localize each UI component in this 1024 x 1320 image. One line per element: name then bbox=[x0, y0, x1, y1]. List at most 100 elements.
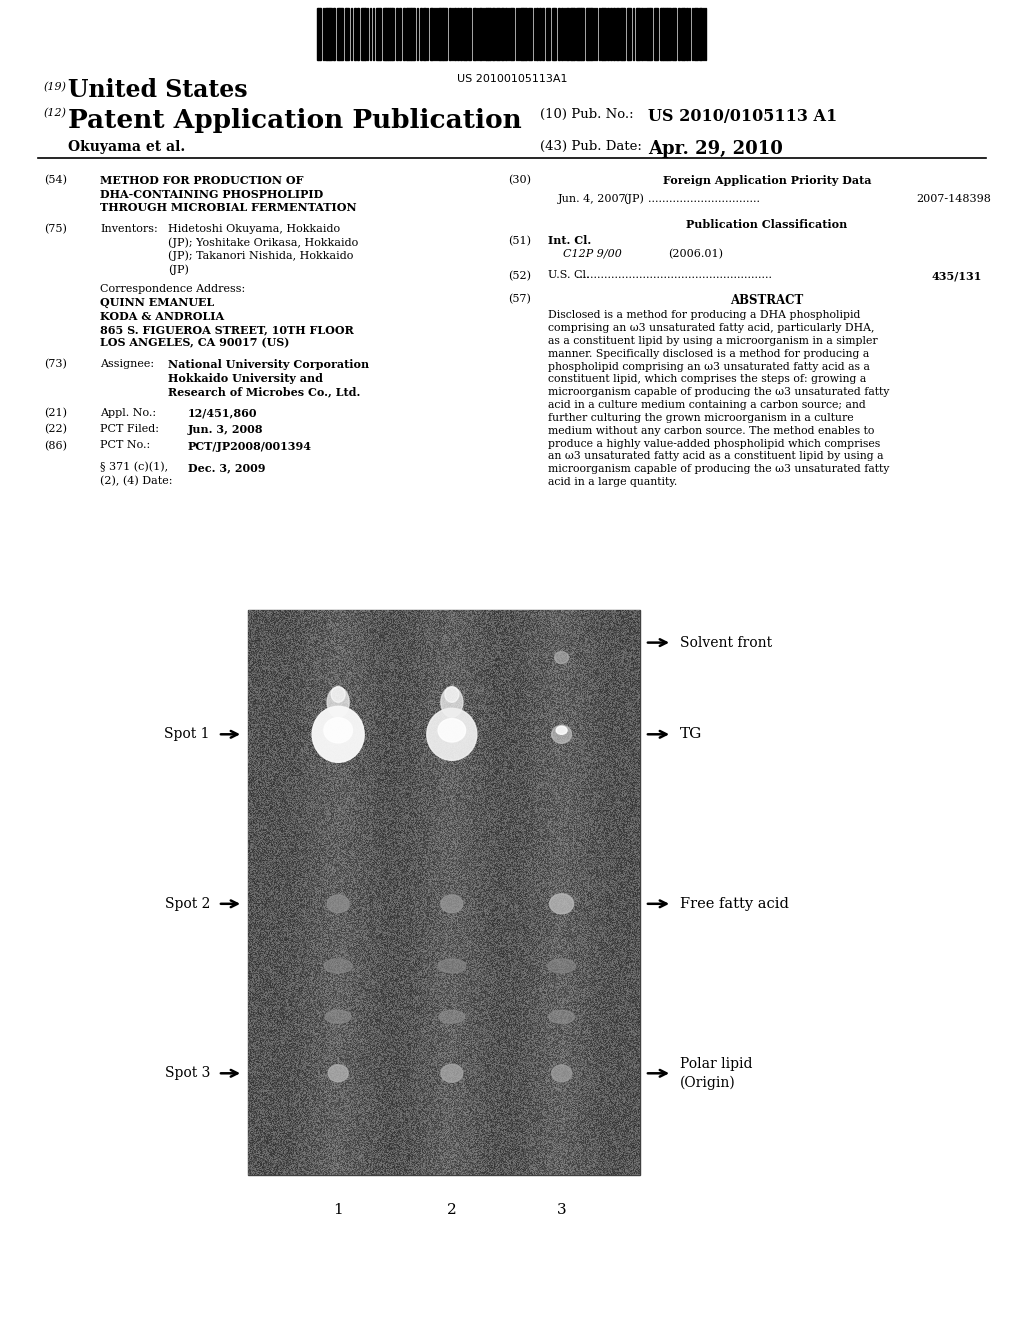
Bar bbox=[547, 8, 550, 59]
Bar bbox=[539, 8, 541, 59]
Bar bbox=[566, 8, 569, 59]
Bar bbox=[399, 8, 401, 59]
Bar bbox=[473, 8, 476, 59]
Text: Jun. 4, 2007: Jun. 4, 2007 bbox=[558, 194, 627, 203]
Bar bbox=[681, 8, 684, 59]
Text: 2: 2 bbox=[446, 1203, 457, 1217]
Text: (19): (19) bbox=[44, 82, 67, 92]
Text: PCT No.:: PCT No.: bbox=[100, 441, 151, 450]
Text: § 371 (c)(1),: § 371 (c)(1), bbox=[100, 462, 168, 473]
Bar bbox=[454, 8, 456, 59]
Text: Foreign Application Priority Data: Foreign Application Priority Data bbox=[663, 176, 871, 186]
Text: comprising an ω3 unsaturated fatty acid, particularly DHA,: comprising an ω3 unsaturated fatty acid,… bbox=[548, 323, 874, 333]
Bar bbox=[637, 8, 640, 59]
Bar bbox=[616, 8, 618, 59]
Text: (86): (86) bbox=[44, 441, 67, 451]
Ellipse shape bbox=[548, 958, 575, 973]
Bar bbox=[457, 8, 459, 59]
Ellipse shape bbox=[324, 718, 352, 743]
Bar bbox=[330, 8, 332, 59]
Text: Correspondence Address:: Correspondence Address: bbox=[100, 284, 246, 293]
Ellipse shape bbox=[552, 725, 571, 743]
Text: QUINN EMANUEL: QUINN EMANUEL bbox=[100, 297, 214, 308]
Bar bbox=[641, 8, 643, 59]
Ellipse shape bbox=[441, 895, 463, 913]
Text: National University Corporation: National University Corporation bbox=[168, 359, 369, 370]
Bar bbox=[561, 8, 563, 59]
Text: (51): (51) bbox=[508, 235, 531, 246]
Text: (43) Pub. Date:: (43) Pub. Date: bbox=[540, 140, 642, 153]
Text: Disclosed is a method for producing a DHA phospholipid: Disclosed is a method for producing a DH… bbox=[548, 310, 860, 321]
Text: PCT Filed:: PCT Filed: bbox=[100, 424, 159, 434]
Text: 3: 3 bbox=[557, 1203, 566, 1217]
Bar bbox=[403, 8, 406, 59]
Text: Inventors:: Inventors: bbox=[100, 223, 158, 234]
Text: Publication Classification: Publication Classification bbox=[686, 219, 848, 230]
Text: Spot 3: Spot 3 bbox=[165, 1067, 210, 1080]
Text: further culturing the grown microorganism in a culture: further culturing the grown microorganis… bbox=[548, 413, 854, 422]
Bar bbox=[610, 8, 612, 59]
Bar bbox=[496, 8, 500, 59]
Bar bbox=[662, 8, 663, 59]
Text: THROUGH MICROBIAL FERMENTATION: THROUGH MICROBIAL FERMENTATION bbox=[100, 202, 356, 213]
Text: (JP): (JP) bbox=[623, 194, 644, 205]
Text: Solvent front: Solvent front bbox=[680, 636, 772, 649]
Text: acid in a culture medium containing a carbon source; and: acid in a culture medium containing a ca… bbox=[548, 400, 865, 411]
Ellipse shape bbox=[444, 686, 459, 702]
Text: ABSTRACT: ABSTRACT bbox=[730, 294, 804, 308]
Text: US 2010/0105113 A1: US 2010/0105113 A1 bbox=[648, 108, 838, 125]
Text: (JP): (JP) bbox=[168, 264, 188, 275]
Text: Research of Microbes Co., Ltd.: Research of Microbes Co., Ltd. bbox=[168, 385, 360, 397]
Text: (22): (22) bbox=[44, 424, 67, 434]
Text: Jun. 3, 2008: Jun. 3, 2008 bbox=[188, 424, 263, 436]
Text: 1: 1 bbox=[333, 1203, 343, 1217]
Ellipse shape bbox=[555, 652, 568, 664]
Text: as a constituent lipid by using a microorganism in a simpler: as a constituent lipid by using a microo… bbox=[548, 337, 878, 346]
Text: KODA & ANDROLIA: KODA & ANDROLIA bbox=[100, 310, 224, 322]
Text: Patent Application Publication: Patent Application Publication bbox=[68, 108, 522, 133]
Bar bbox=[650, 8, 652, 59]
Ellipse shape bbox=[552, 1065, 571, 1082]
Text: 865 S. FIGUEROA STREET, 10TH FLOOR: 865 S. FIGUEROA STREET, 10TH FLOOR bbox=[100, 323, 353, 335]
Bar bbox=[479, 8, 482, 59]
Bar bbox=[523, 8, 526, 59]
Bar bbox=[581, 8, 583, 59]
Text: 2007-148398: 2007-148398 bbox=[916, 194, 991, 203]
Bar bbox=[620, 8, 622, 59]
Ellipse shape bbox=[549, 1010, 574, 1023]
Bar bbox=[396, 8, 398, 59]
Text: (30): (30) bbox=[508, 176, 531, 185]
Bar bbox=[420, 8, 422, 59]
Bar bbox=[486, 8, 488, 59]
Bar bbox=[591, 8, 593, 59]
Text: Okuyama et al.: Okuyama et al. bbox=[68, 140, 185, 154]
Bar bbox=[392, 8, 394, 59]
Text: United States: United States bbox=[68, 78, 248, 102]
Bar bbox=[463, 8, 466, 59]
Bar bbox=[686, 8, 688, 59]
Text: U.S. Cl.: U.S. Cl. bbox=[548, 271, 590, 281]
Ellipse shape bbox=[438, 958, 466, 973]
Text: (JP); Takanori Nishida, Hokkaido: (JP); Takanori Nishida, Hokkaido bbox=[168, 251, 353, 261]
Bar bbox=[502, 8, 504, 59]
Bar bbox=[383, 8, 385, 59]
Bar bbox=[510, 8, 514, 59]
Ellipse shape bbox=[439, 1010, 465, 1023]
Text: (2), (4) Date:: (2), (4) Date: bbox=[100, 475, 172, 486]
Bar bbox=[354, 8, 356, 59]
Text: Appl. No.:: Appl. No.: bbox=[100, 408, 156, 417]
Bar bbox=[327, 8, 329, 59]
Text: an ω3 unsaturated fatty acid as a constituent lipid by using a: an ω3 unsaturated fatty acid as a consti… bbox=[548, 451, 884, 461]
Bar bbox=[602, 8, 606, 59]
Bar bbox=[449, 8, 451, 59]
Text: (52): (52) bbox=[508, 271, 531, 281]
Bar bbox=[411, 8, 414, 59]
Text: 435/131: 435/131 bbox=[931, 271, 981, 281]
Bar bbox=[438, 8, 440, 59]
Bar bbox=[694, 8, 698, 59]
Bar bbox=[579, 8, 581, 59]
Bar bbox=[248, 610, 640, 1175]
Text: produce a highly value-added phospholipid which comprises: produce a highly value-added phospholipi… bbox=[548, 438, 881, 449]
Ellipse shape bbox=[550, 894, 573, 913]
Bar bbox=[388, 8, 390, 59]
